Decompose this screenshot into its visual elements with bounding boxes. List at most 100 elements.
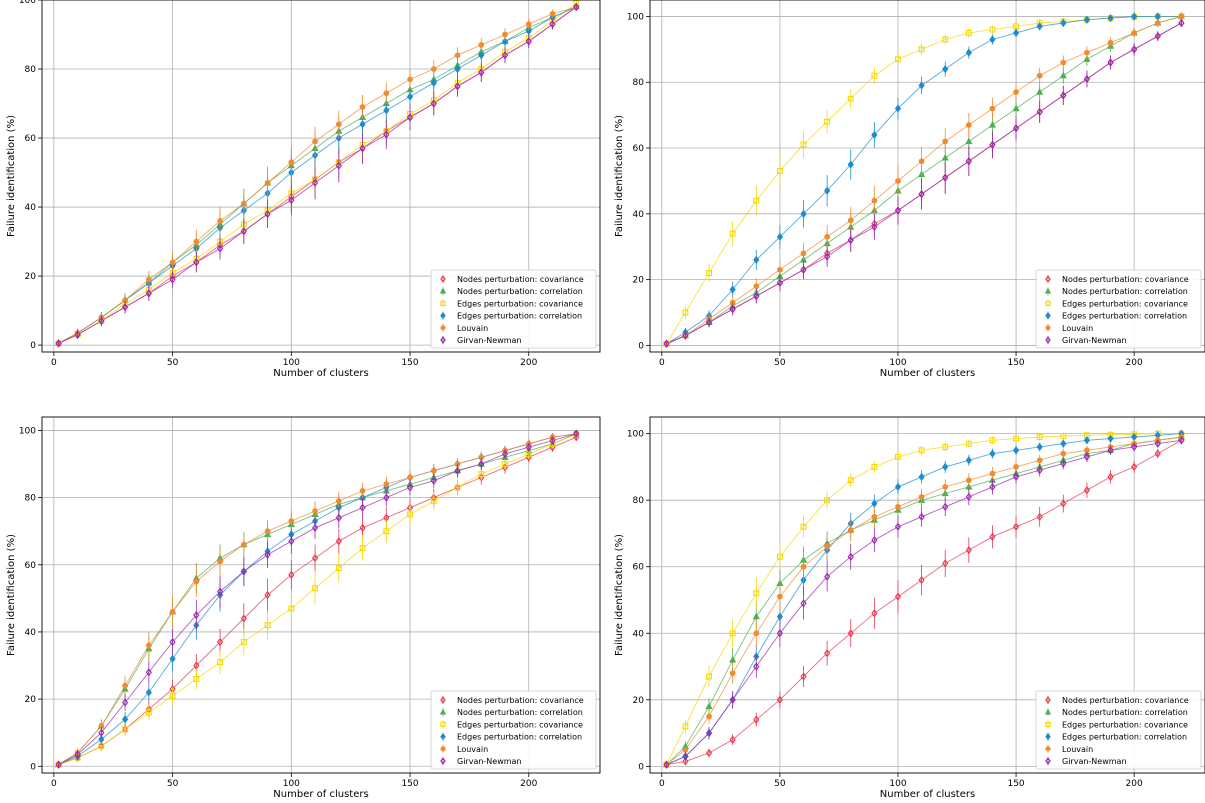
data-point-edges_corr (383, 106, 390, 115)
y-tick-label: 20 (633, 276, 645, 286)
data-point-louvain (824, 233, 830, 240)
data-point-girvan (406, 483, 414, 492)
data-point-nodes_corr (941, 153, 949, 161)
data-point-girvan (501, 51, 509, 60)
data-point-edges_corr (942, 64, 949, 74)
data-point-edges_cov (776, 168, 783, 175)
data-point-louvain (288, 518, 295, 524)
legend: Nodes perturbation: covariance Nodes pert… (430, 690, 597, 770)
y-tick-label: 60 (633, 563, 645, 573)
x-tick-label: 200 (1126, 779, 1143, 789)
legend-marker-edges_cov (1045, 721, 1051, 728)
data-point-girvan (264, 550, 271, 559)
legend-marker-girvan (1045, 757, 1051, 765)
data-point-louvain (989, 470, 996, 477)
data-point-edges_cov (454, 484, 461, 491)
data-point-nodes_cov (264, 590, 271, 600)
data-point-edges_cov (895, 453, 901, 460)
data-point-edges_cov (217, 659, 224, 666)
x-tick-label: 150 (1007, 779, 1024, 789)
data-point-edges_corr (965, 456, 972, 465)
y-tick-label: 0 (638, 341, 644, 351)
data-point-nodes_cov (1154, 449, 1161, 458)
data-point-girvan (1012, 472, 1020, 482)
data-point-edges_cov (502, 461, 508, 467)
data-point-nodes_cov (335, 537, 342, 546)
data-point-louvain (335, 121, 342, 128)
data-point-nodes_cov (359, 523, 366, 532)
data-point-louvain (430, 467, 437, 474)
data-point-edges_cov (122, 726, 129, 733)
data-point-girvan (264, 209, 271, 219)
x-tick-label: 50 (774, 779, 786, 789)
data-point-girvan (847, 552, 854, 561)
data-point-edges_corr (430, 78, 437, 87)
legend: Nodes perturbation: covariance Nodes pert… (430, 269, 597, 349)
data-point-nodes_cov (847, 629, 854, 638)
data-point-louvain (502, 31, 508, 38)
x-tick-label: 100 (283, 779, 300, 789)
data-point-edges_cov (847, 95, 854, 102)
data-point-girvan (776, 278, 783, 288)
data-point-girvan (55, 339, 62, 348)
data-point-girvan (663, 760, 670, 769)
data-point-edges_corr (335, 133, 342, 143)
data-point-girvan (311, 523, 319, 532)
data-point-louvain (989, 105, 996, 112)
data-point-louvain (525, 21, 532, 28)
data-point-girvan (573, 2, 580, 12)
y-tick-label: 40 (25, 628, 37, 638)
data-point-louvain (145, 276, 152, 283)
data-point-edges_corr (1012, 28, 1020, 38)
x-axis-label: Number of clusters (273, 789, 368, 800)
data-point-girvan (1107, 58, 1114, 67)
legend-label-nodes_corr: Nodes perturbation: correlation (457, 287, 583, 296)
data-point-louvain (918, 493, 925, 500)
data-point-edges_cov (335, 565, 342, 572)
data-point-louvain (1036, 457, 1043, 464)
data-point-edges_cov (729, 630, 736, 637)
data-point-nodes_cov (1012, 522, 1020, 531)
data-point-louvain (895, 178, 901, 184)
data-point-louvain (312, 508, 318, 514)
plot-frame (649, 416, 1205, 774)
data-point-edges_corr (776, 232, 783, 241)
data-point-edges_cov (847, 477, 854, 484)
x-tick-label: 0 (51, 358, 57, 368)
data-point-edges_cov (942, 36, 949, 43)
data-point-girvan (989, 140, 996, 149)
data-point-louvain (217, 558, 223, 565)
y-tick-label: 60 (25, 561, 37, 571)
data-point-girvan (1083, 74, 1091, 84)
data-point-edges_cov (753, 197, 760, 204)
data-point-edges_cov (776, 553, 783, 560)
y-tick-label: 40 (25, 203, 37, 213)
data-point-girvan (454, 82, 461, 91)
data-point-nodes_cov (824, 649, 831, 658)
data-point-girvan (800, 599, 807, 608)
data-point-louvain (871, 197, 878, 204)
data-point-edges_corr (122, 715, 129, 724)
data-point-edges_cov (145, 709, 152, 716)
data-point-girvan (478, 68, 485, 77)
data-point-edges_corr (1036, 22, 1043, 31)
data-point-girvan (359, 144, 366, 153)
data-point-louvain (1060, 59, 1067, 66)
data-point-louvain (407, 474, 413, 481)
legend-label-girvan: Girvan-Newman (457, 336, 522, 345)
data-point-louvain (753, 283, 760, 290)
data-point-nodes_corr (729, 655, 737, 663)
y-axis-label: Failure identification (%) (6, 534, 17, 656)
data-point-louvain (264, 528, 271, 535)
data-point-edges_cov (965, 440, 972, 447)
data-point-louvain (847, 527, 854, 533)
data-point-girvan (871, 222, 878, 232)
data-point-girvan (847, 236, 854, 245)
data-point-louvain (478, 42, 485, 48)
y-axis-label: Failure identification (%) (6, 115, 17, 237)
data-point-girvan (682, 331, 689, 340)
data-point-edges_cov (1036, 434, 1043, 440)
data-point-edges_cov (706, 673, 712, 680)
data-point-girvan (918, 512, 925, 521)
data-point-girvan (430, 99, 437, 108)
